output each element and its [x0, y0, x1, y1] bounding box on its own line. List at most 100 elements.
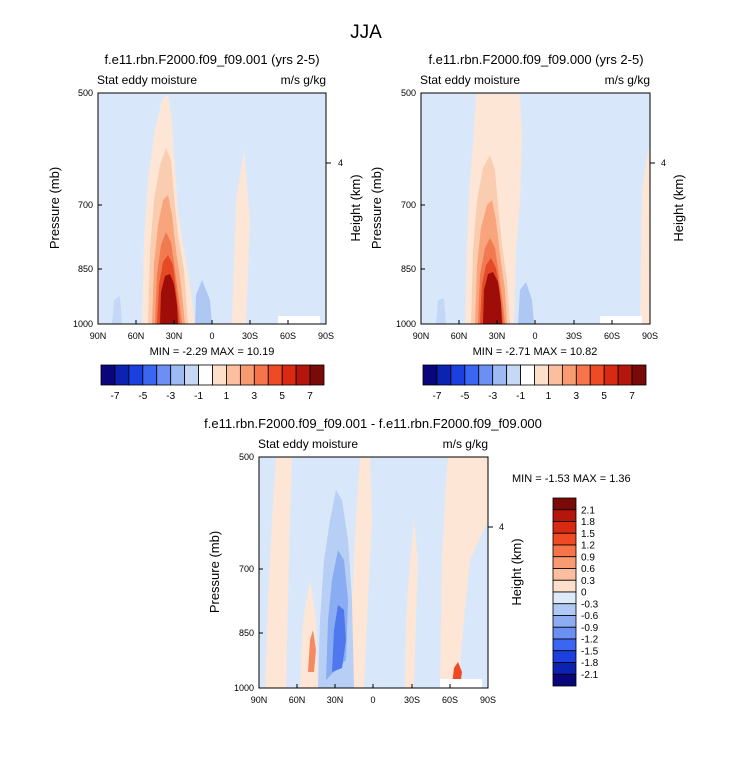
panel-1-warm-streak [232, 150, 250, 324]
colorbar-2-label-7: 7 [629, 391, 635, 402]
panel-1-xtick-4: 30S [242, 331, 258, 341]
colorbar-2-swatch-14 [617, 364, 633, 386]
panel-3-minmax: MIN = -1.53 MAX = 1.36 [512, 473, 631, 485]
panel-3-right-tick: 4 [499, 522, 504, 532]
colorbar-1-swatch-2 [128, 364, 144, 386]
panel-3-warm-band-3 [350, 457, 372, 688]
colorbar-1: -7 -5 -3 -1 1 3 5 7 [100, 364, 325, 402]
panel-1-blue-patch-2 [112, 296, 122, 324]
panel-1-ylabel: Pressure (mb) [47, 167, 62, 249]
panel-3-blue-3 [332, 605, 346, 672]
panel-3-ylabel: Pressure (mb) [207, 531, 222, 613]
panel-2-subtitle-left: Stat eddy moisture [420, 73, 520, 87]
colorbar-2: -7 -5 -3 -1 1 3 5 7 [422, 364, 647, 402]
colorbar-2-label-5: 3 [574, 391, 580, 402]
panel-2-background [421, 93, 650, 324]
colorbar-1-label-1: -5 [138, 391, 147, 402]
colorbar-1-swatch-1 [114, 364, 130, 386]
panel-1-ticks [97, 162, 331, 324]
colorbar-2-swatch-4 [478, 364, 494, 386]
colorbar-2-swatch-9 [548, 364, 563, 386]
panel-3-xtick-5: 60S [442, 695, 458, 705]
colorbar-1-swatch-13 [281, 364, 297, 386]
panel-3-xtick-0: 90N [251, 695, 268, 705]
colorbar-diff-swatch-0 [552, 497, 577, 511]
panel-1-xtick-3: 0 [209, 331, 214, 341]
colorbar-2-swatch-1 [436, 364, 452, 386]
panel-2-xtick-2: 30N [489, 331, 506, 341]
panel-1-right-tick: 4 [338, 158, 343, 168]
panel-2-subtitle-right: m/s g/kg [605, 73, 650, 87]
panel-3-subtitle-right: m/s g/kg [443, 437, 488, 451]
panel-2-ytick-3: 1000 [396, 319, 416, 329]
panel-2-blue-patch-2 [436, 298, 446, 324]
panel-2: f.e11.rbn.F2000.f09_f09.000 (yrs 2-5) St… [369, 52, 686, 358]
panel-1-background [98, 93, 326, 324]
colorbar-diff-swatch-10 [552, 615, 577, 628]
panel-2-minmax: MIN = -2.71 MAX = 10.82 [473, 346, 598, 358]
colorbar-diff: 2.11.81.51.20.90.60.30-0.3-0.6-0.9-1.2-1… [552, 497, 599, 687]
panel-2-right-tick: 4 [661, 158, 666, 168]
colorbar-diff-label-10: -0.9 [581, 623, 599, 634]
colorbar-diff-label-9: -0.6 [581, 611, 599, 622]
panel-1-xtick-0: 90N [90, 331, 107, 341]
panel-3-red-1 [308, 630, 316, 672]
panel-2-ytick-2: 850 [401, 264, 416, 274]
colorbar-diff-label-5: 0.6 [581, 564, 595, 575]
panel-1-field [98, 93, 326, 324]
colorbar-1-swatch-3 [142, 364, 158, 386]
panel-2-field [421, 93, 650, 324]
colorbar-diff-swatch-1 [552, 509, 577, 522]
colorbar-2-label-1: -5 [460, 391, 469, 402]
panel-1-minmax: MIN = -2.29 MAX = 10.19 [150, 346, 275, 358]
colorbar-1-swatch-4 [156, 364, 172, 386]
panel-2-ytick-1: 700 [401, 200, 416, 210]
colorbar-diff-swatch-7 [552, 579, 577, 593]
colorbar-diff-swatch-13 [552, 650, 577, 663]
colorbar-diff-swatch-2 [552, 521, 577, 534]
panel-3-field [259, 457, 488, 688]
colorbar-diff-swatch-14 [552, 662, 577, 675]
colorbar-2-swatch-2 [450, 364, 466, 386]
panel-3-xtick-1: 60N [289, 695, 306, 705]
colorbar-diff-label-14: -2.1 [581, 670, 599, 681]
colorbar-1-swatch-14 [295, 364, 311, 386]
colorbar-diff-swatch-12 [552, 638, 577, 652]
colorbar-diff-label-6: 0.3 [581, 576, 595, 587]
colorbar-2-label-0: -7 [432, 391, 441, 402]
colorbar-2-label-3: -1 [516, 391, 525, 402]
colorbar-diff-label-13: -1.8 [581, 658, 599, 669]
panel-1: f.e11.rbn.F2000.f09_f09.001 (yrs 2-5) St… [47, 52, 363, 358]
panel-3-subtitle-left: Stat eddy moisture [258, 437, 358, 451]
colorbar-1-swatch-15 [309, 364, 325, 386]
panel-3-ylabel-right: Height (km) [509, 538, 524, 605]
colorbar-2-swatch-0 [422, 364, 438, 386]
panel-1-blue-patch-1 [195, 280, 212, 324]
panel-1-subtitle-right: m/s g/kg [281, 73, 326, 87]
colorbar-diff-swatch-6 [552, 568, 577, 581]
colorbar-1-label-7: 7 [307, 391, 313, 402]
colorbar-2-label-6: 5 [601, 391, 607, 402]
panel-3-warm-band-5 [440, 457, 488, 688]
colorbar-1-swatch-9 [226, 364, 241, 386]
panel-3-missing-patch [440, 679, 482, 688]
colorbar-diff-swatch-3 [552, 532, 577, 546]
panel-3-xtick-3: 0 [370, 695, 375, 705]
colorbar-diff-swatch-9 [552, 603, 577, 616]
colorbar-diff-label-4: 0.9 [581, 552, 595, 563]
colorbar-diff-swatch-15 [552, 673, 577, 687]
colorbar-2-swatch-11 [575, 364, 591, 386]
colorbar-diff-swatch-11 [552, 626, 577, 640]
panel-2-ytick-0: 500 [401, 88, 416, 98]
panel-2-ylabel-right: Height (km) [671, 174, 686, 241]
panel-2-xtick-4: 30S [566, 331, 582, 341]
panel-1-xtick-5: 60S [280, 331, 296, 341]
colorbar-2-label-2: -3 [488, 391, 497, 402]
colorbar-1-swatch-10 [239, 364, 255, 386]
panel-3-ytick-3: 1000 [234, 683, 254, 693]
colorbar-1-label-5: 3 [252, 391, 258, 402]
panel-2-xtick-1: 60N [451, 331, 468, 341]
panel-3-warm-band-1 [265, 457, 292, 688]
colorbar-diff-label-2: 1.5 [581, 529, 595, 540]
